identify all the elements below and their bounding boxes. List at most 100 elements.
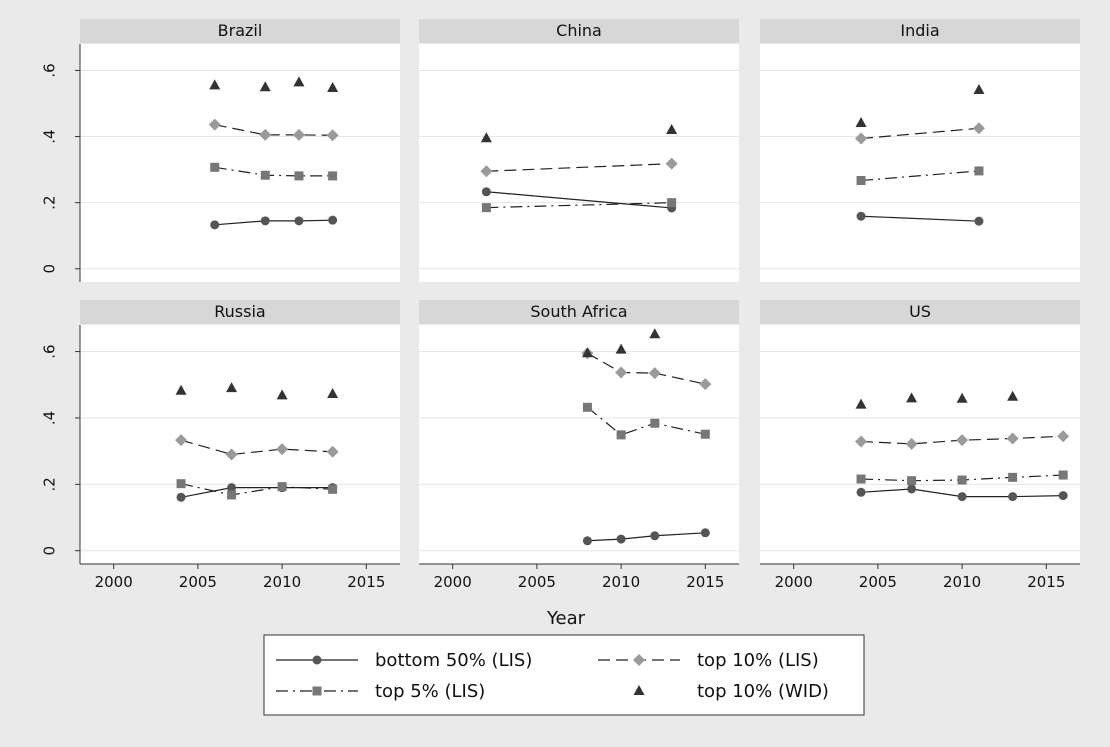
legend-marker [633, 654, 645, 666]
data-point [294, 216, 304, 226]
series-w10 [855, 83, 985, 128]
legend: bottom 50% (LIS) top 10% (LIS) top 5% (LIS… [263, 634, 865, 716]
series-line [861, 170, 979, 182]
data-point [855, 117, 867, 128]
panel-title: Russia [214, 302, 265, 321]
data-point [259, 128, 272, 141]
data-point [294, 171, 304, 181]
x-tick-label: 2010 [263, 573, 301, 591]
data-point [666, 123, 678, 134]
series-line [486, 202, 672, 209]
data-point [1058, 470, 1068, 480]
data-point [615, 343, 627, 354]
series-line [214, 219, 333, 226]
panel-strip [419, 19, 739, 43]
y-tick-label: .2 [41, 196, 59, 210]
x-tick-label: 2010 [602, 573, 640, 591]
panel-strip [80, 300, 400, 324]
x-tick-label: 2015 [347, 573, 385, 591]
y-tick-label: .4 [41, 129, 59, 143]
data-point [481, 187, 491, 197]
data-point [665, 157, 678, 170]
series-line [861, 215, 979, 222]
data-point [327, 81, 339, 92]
data-point [699, 378, 712, 391]
panel-title: US [909, 302, 931, 321]
legend-marker [312, 655, 322, 665]
plot-area [80, 325, 400, 564]
data-point [328, 215, 338, 225]
data-point [905, 437, 918, 450]
panel-south-africa: South Africa 2000 2005 2010 2015 [419, 300, 739, 591]
data-point [481, 203, 491, 213]
data-point [974, 166, 984, 176]
x-axis-title: Year [546, 608, 586, 629]
series-line [214, 166, 333, 177]
data-point [209, 79, 221, 90]
panel-china: China [419, 19, 739, 282]
y-tick-label: .6 [41, 63, 59, 77]
data-point [907, 484, 917, 494]
data-point [616, 430, 626, 440]
data-point [973, 83, 985, 94]
legend-entry-b50: bottom 50% (LIS) [276, 650, 532, 671]
x-tick-label: 2015 [686, 573, 724, 591]
panel-title: Brazil [218, 21, 263, 40]
panel-russia: Russia 0 .2 .4 .6 2000 2005 2010 2015 [41, 300, 400, 591]
data-point [906, 392, 918, 403]
data-point [175, 384, 187, 395]
data-point [582, 536, 592, 546]
x-tick-label: 2005 [179, 573, 217, 591]
y-tick-label: .4 [41, 411, 59, 425]
panel-title: China [556, 21, 602, 40]
series-b50 [856, 484, 1068, 502]
series-w10 [175, 382, 339, 400]
data-point [480, 132, 492, 143]
series-t5 [582, 402, 710, 440]
data-point [328, 171, 338, 181]
panel-india: India [760, 19, 1080, 282]
series-b50 [582, 528, 710, 546]
series-line [861, 127, 979, 140]
data-point [648, 367, 661, 380]
series-w10 [855, 390, 1019, 409]
data-point [700, 528, 710, 538]
legend-box [263, 634, 865, 716]
data-point [176, 492, 186, 502]
data-point [649, 328, 661, 339]
data-point [700, 429, 710, 439]
data-point [176, 479, 186, 489]
series-t5 [856, 166, 984, 186]
panel-strip [760, 19, 1080, 43]
series-b50 [856, 211, 984, 226]
plot-area [80, 44, 400, 282]
data-point [856, 176, 866, 186]
data-point [667, 198, 677, 208]
series-line [180, 483, 333, 496]
data-point [856, 487, 866, 497]
data-point [210, 162, 220, 172]
panel-title: India [900, 21, 939, 40]
data-point [650, 418, 660, 428]
data-point [227, 483, 237, 493]
data-point [210, 220, 220, 230]
data-point [972, 122, 985, 135]
data-point [582, 402, 592, 412]
data-point [957, 475, 967, 485]
data-point [1057, 430, 1070, 443]
series-w10 [209, 76, 339, 92]
data-point [1006, 432, 1019, 445]
x-tick-label: 2015 [1027, 573, 1065, 591]
panel-strip [760, 300, 1080, 324]
x-tick-label: 2000 [95, 573, 133, 591]
data-point [292, 128, 305, 141]
series-t10 [855, 430, 1070, 450]
data-point [260, 170, 270, 180]
data-point [855, 398, 867, 409]
data-point [855, 435, 868, 448]
data-point [856, 474, 866, 484]
plot-area [760, 325, 1080, 564]
series-line [180, 439, 333, 456]
series-line [587, 532, 706, 542]
